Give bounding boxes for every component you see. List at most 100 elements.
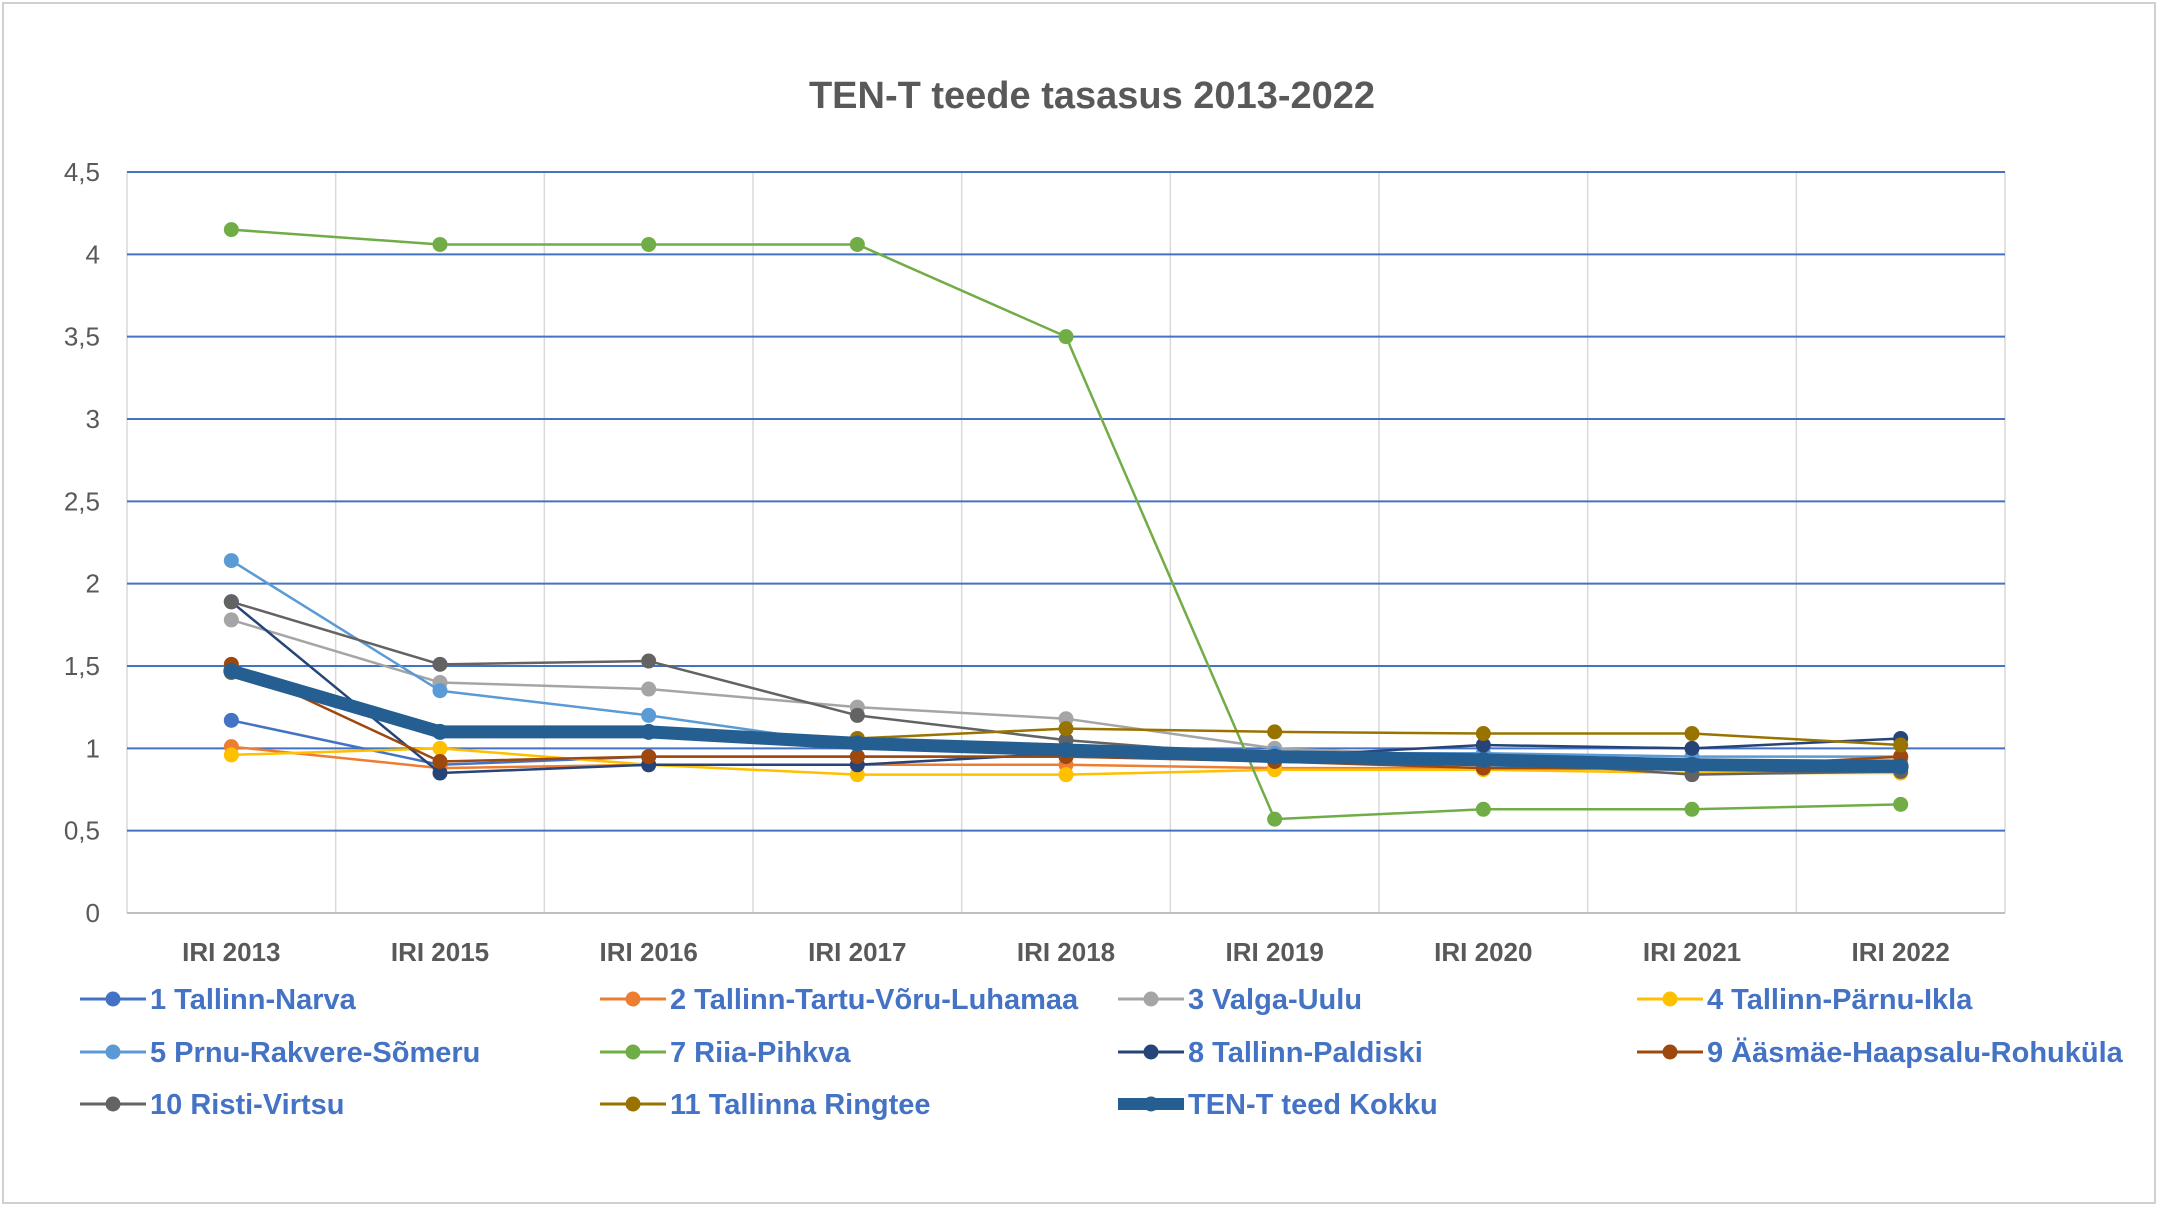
- legend-label: 10 Risti-Virtsu: [150, 1089, 344, 1121]
- y-axis-ticks: 0 0,5 1 1,5 2 2,5 3 3,5 4 4,5: [64, 157, 100, 928]
- legend-point-marker: [1143, 991, 1159, 1007]
- gridlines: [126, 171, 2006, 914]
- legend-entry[interactable]: 8 Tallinn-Paldiski: [1118, 1037, 1423, 1069]
- x-tick-label: IRI 2022: [1852, 937, 1950, 967]
- legend-entry[interactable]: 4 Tallinn-Pärnu-Ikla: [1637, 984, 1973, 1016]
- legend-entry[interactable]: 10 Risti-Virtsu: [80, 1089, 344, 1121]
- data-point: [849, 707, 865, 723]
- x-tick-label: IRI 2021: [1643, 937, 1741, 967]
- legend-point-marker: [625, 1096, 641, 1112]
- data-point: [1267, 724, 1283, 740]
- data-point: [223, 594, 239, 610]
- data-point: [432, 683, 448, 699]
- data-point: [1058, 721, 1074, 737]
- data-point: [1892, 758, 1909, 775]
- data-point: [1684, 801, 1700, 817]
- legend-label: 7 Riia-Pihkva: [670, 1037, 851, 1069]
- y-tick-label: 1,5: [64, 651, 100, 681]
- data-point: [1267, 811, 1283, 827]
- y-tick-label: 3: [86, 404, 100, 434]
- x-tick-label: IRI 2013: [182, 937, 280, 967]
- x-axis-ticks: IRI 2013 IRI 2015 IRI 2016 IRI 2017 IRI 2018…: [182, 937, 1950, 967]
- legend-point-marker: [1662, 1044, 1678, 1060]
- data-point: [641, 681, 657, 697]
- data-point: [223, 712, 239, 728]
- data-point: [432, 656, 448, 672]
- legend-entry[interactable]: 1 Tallinn-Narva: [80, 984, 357, 1016]
- y-tick-label: 4,5: [64, 157, 100, 187]
- data-point: [223, 662, 240, 679]
- x-tick-label: IRI 2018: [1017, 937, 1115, 967]
- data-point: [1475, 737, 1491, 753]
- legend-entry[interactable]: 5 Prnu-Rakvere-Sõmeru: [80, 1037, 480, 1069]
- legend-label: 1 Tallinn-Narva: [150, 984, 357, 1016]
- data-point: [849, 749, 865, 765]
- legend-entry[interactable]: 7 Riia-Pihkva: [600, 1037, 851, 1069]
- legend-label: 2 Tallinn-Tartu-Võru-Luhamaa: [670, 984, 1079, 1016]
- data-point: [1475, 801, 1491, 817]
- data-point: [223, 222, 239, 238]
- legend-label: 11 Tallinna Ringtee: [670, 1089, 931, 1121]
- data-point: [1058, 741, 1074, 758]
- data-point: [1684, 756, 1700, 773]
- legend-entry[interactable]: 2 Tallinn-Tartu-Võru-Luhamaa: [600, 984, 1079, 1016]
- legend-point-marker: [105, 1044, 121, 1060]
- data-point: [641, 653, 657, 669]
- data-point: [1475, 726, 1491, 742]
- data-point: [849, 236, 865, 252]
- y-tick-label: 2,5: [64, 486, 100, 516]
- x-tick-label: IRI 2015: [391, 937, 489, 967]
- data-point: [1893, 796, 1909, 812]
- legend-label: 5 Prnu-Rakvere-Sõmeru: [150, 1037, 480, 1069]
- data-point: [1684, 726, 1700, 742]
- legend-label: 3 Valga-Uulu: [1188, 984, 1362, 1016]
- legend-point-marker: [1662, 991, 1678, 1007]
- data-point: [1893, 737, 1909, 753]
- legend-point-marker: [625, 1044, 641, 1060]
- y-tick-label: 2: [86, 569, 100, 599]
- legend-entry[interactable]: 9 Ääsmäe-Haapsalu-Rohuküla: [1637, 1036, 2124, 1069]
- data-point: [432, 765, 448, 781]
- legend-entry[interactable]: TEN-T teed Kokku: [1118, 1089, 1438, 1121]
- x-tick-label: IRI 2019: [1226, 937, 1324, 967]
- legend-point-marker: [105, 1096, 121, 1112]
- legend-point-marker: [1143, 1096, 1159, 1112]
- legend-point-marker: [625, 991, 641, 1007]
- data-point: [1266, 748, 1283, 765]
- legend-entry[interactable]: 11 Tallinna Ringtee: [600, 1089, 931, 1121]
- y-tick-label: 1: [86, 733, 100, 763]
- data-point: [1058, 329, 1074, 345]
- y-tick-label: 0,5: [64, 816, 100, 846]
- legend-entry[interactable]: 3 Valga-Uulu: [1118, 984, 1362, 1016]
- chart-title: TEN-T teede tasasus 2013-2022: [809, 75, 1375, 117]
- data-point: [432, 236, 448, 252]
- y-tick-label: 4: [86, 239, 100, 269]
- data-point: [640, 723, 657, 740]
- x-tick-label: IRI 2016: [600, 937, 698, 967]
- data-point: [223, 747, 239, 763]
- data-point: [1058, 767, 1074, 783]
- data-point: [641, 707, 657, 723]
- legend-point-marker: [1143, 1044, 1159, 1060]
- y-tick-label: 3,5: [64, 322, 100, 352]
- data-point: [1475, 751, 1492, 768]
- data-point: [432, 723, 448, 740]
- series-group: [223, 222, 1909, 827]
- data-point: [432, 754, 448, 770]
- legend: 1 Tallinn-Narva 2 Tallinn-Tartu-Võru-Luha…: [80, 984, 2124, 1121]
- data-point: [641, 236, 657, 252]
- legend-label: 4 Tallinn-Pärnu-Ikla: [1707, 984, 1973, 1016]
- data-point: [641, 749, 657, 765]
- legend-point-marker: [105, 991, 121, 1007]
- data-point: [223, 612, 239, 628]
- series-lines: [223, 222, 1909, 827]
- legend-label: 9 Ääsmäe-Haapsalu-Rohuküla: [1707, 1036, 2124, 1069]
- y-tick-label: 0: [86, 898, 100, 928]
- data-point: [849, 735, 866, 752]
- legend-label: TEN-T teed Kokku: [1188, 1089, 1438, 1121]
- data-point: [432, 740, 448, 756]
- series-group: [223, 662, 1909, 775]
- data-point: [223, 553, 239, 569]
- legend-label: 8 Tallinn-Paldiski: [1188, 1037, 1423, 1069]
